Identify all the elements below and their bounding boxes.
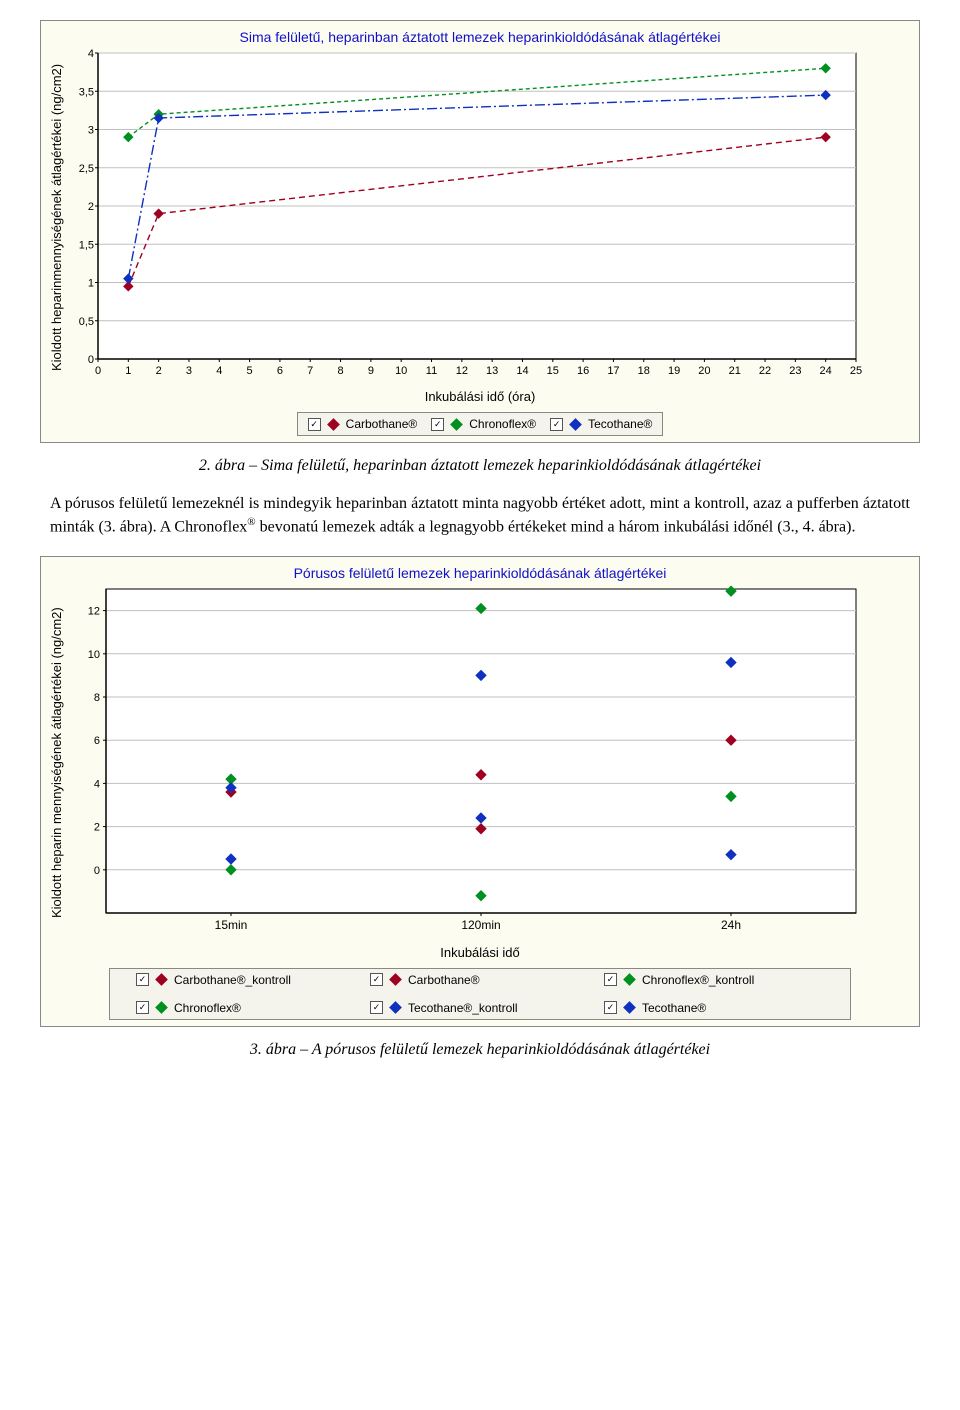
body-paragraph: A pórusos felületű lemezeknél is mindegy… bbox=[50, 493, 910, 538]
chart-2-xlabel: Inkubálási idő bbox=[47, 945, 913, 960]
figure-2-caption: 2. ábra – Sima felületű, heparinban ázta… bbox=[100, 457, 860, 475]
legend-marker-icon bbox=[450, 418, 463, 431]
svg-text:0: 0 bbox=[95, 365, 101, 377]
svg-text:10: 10 bbox=[395, 365, 407, 377]
svg-text:8: 8 bbox=[94, 692, 100, 704]
legend-item: ✓ Carbothane® bbox=[370, 973, 590, 987]
legend-item: ✓ Carbothane® bbox=[308, 417, 418, 431]
legend-label: Tecothane® bbox=[642, 1001, 706, 1015]
chart-1-container: Sima felületű, heparinban áztatott lemez… bbox=[40, 20, 920, 443]
legend-marker-icon bbox=[569, 418, 582, 431]
svg-text:24: 24 bbox=[820, 365, 832, 377]
svg-text:10: 10 bbox=[88, 648, 100, 660]
svg-text:15min: 15min bbox=[215, 918, 248, 932]
svg-text:11: 11 bbox=[426, 365, 437, 377]
legend-checkbox[interactable]: ✓ bbox=[136, 973, 149, 986]
legend-checkbox[interactable]: ✓ bbox=[308, 418, 321, 431]
chart-1-title: Sima felületű, heparinban áztatott lemez… bbox=[47, 29, 913, 45]
svg-text:18: 18 bbox=[638, 365, 650, 377]
svg-text:1: 1 bbox=[88, 278, 94, 290]
svg-text:14: 14 bbox=[516, 365, 528, 377]
legend-marker-icon bbox=[155, 973, 168, 986]
legend-label: Chronoflex® bbox=[174, 1001, 241, 1015]
chart-1-plot: 00,511,522,533,5401234567891011121314151… bbox=[66, 47, 866, 387]
paragraph-text-2: bevonatú lemezek adták a legnagyobb érté… bbox=[256, 518, 856, 535]
svg-text:2,5: 2,5 bbox=[79, 163, 94, 175]
svg-text:2: 2 bbox=[156, 365, 162, 377]
svg-text:3,5: 3,5 bbox=[79, 86, 94, 98]
legend-checkbox[interactable]: ✓ bbox=[370, 1001, 383, 1014]
svg-text:6: 6 bbox=[277, 365, 283, 377]
legend-marker-icon bbox=[389, 1001, 402, 1014]
legend-label: Chronoflex® bbox=[469, 417, 536, 431]
legend-marker-icon bbox=[327, 418, 340, 431]
registered-mark: ® bbox=[247, 516, 255, 528]
chart-2-container: Pórusos felületű lemezek heparinkioldódá… bbox=[40, 556, 920, 1027]
legend-checkbox[interactable]: ✓ bbox=[370, 973, 383, 986]
legend-item: ✓ Tecothane® bbox=[604, 1001, 824, 1015]
legend-item: ✓ Carbothane®_kontroll bbox=[136, 973, 356, 987]
chart-2-plot: 0 2 4 6 8 10 12 15min 120min 24h bbox=[66, 583, 866, 943]
chart-2-ylabel: Kioldott heparin mennyiségének átlagérté… bbox=[47, 583, 66, 943]
svg-text:0: 0 bbox=[94, 864, 100, 876]
svg-text:3: 3 bbox=[88, 125, 94, 137]
legend-label: Chronoflex®_kontroll bbox=[642, 973, 754, 987]
legend-item: ✓ Chronoflex® bbox=[136, 1001, 356, 1015]
svg-text:3: 3 bbox=[186, 365, 192, 377]
legend-checkbox[interactable]: ✓ bbox=[604, 973, 617, 986]
svg-text:16: 16 bbox=[577, 365, 589, 377]
svg-text:2: 2 bbox=[94, 821, 100, 833]
svg-text:8: 8 bbox=[337, 365, 343, 377]
svg-text:6: 6 bbox=[94, 735, 100, 747]
legend-item: ✓ Chronoflex®_kontroll bbox=[604, 973, 824, 987]
legend-marker-icon bbox=[623, 1001, 636, 1014]
chart-1-xlabel: Inkubálási idő (óra) bbox=[47, 389, 913, 404]
svg-text:21: 21 bbox=[729, 365, 741, 377]
legend-label: Carbothane®_kontroll bbox=[174, 973, 291, 987]
svg-text:12: 12 bbox=[456, 365, 468, 377]
svg-text:15: 15 bbox=[547, 365, 559, 377]
legend-label: Carbothane® bbox=[408, 973, 480, 987]
svg-text:0: 0 bbox=[88, 354, 94, 366]
chart-1-ylabel: Kioldott heparinmennyiségének átlagérték… bbox=[47, 47, 66, 387]
svg-text:17: 17 bbox=[607, 365, 619, 377]
svg-text:4: 4 bbox=[88, 48, 94, 60]
legend-marker-icon bbox=[155, 1001, 168, 1014]
legend-checkbox[interactable]: ✓ bbox=[136, 1001, 149, 1014]
svg-text:5: 5 bbox=[247, 365, 253, 377]
legend-checkbox[interactable]: ✓ bbox=[604, 1001, 617, 1014]
legend-item: ✓ Tecothane®_kontroll bbox=[370, 1001, 590, 1015]
svg-text:23: 23 bbox=[789, 365, 801, 377]
chart-2-title: Pórusos felületű lemezek heparinkioldódá… bbox=[47, 565, 913, 581]
svg-text:24h: 24h bbox=[721, 918, 741, 932]
svg-text:9: 9 bbox=[368, 365, 374, 377]
legend-item: ✓ Tecothane® bbox=[550, 417, 652, 431]
svg-text:25: 25 bbox=[850, 365, 862, 377]
svg-text:22: 22 bbox=[759, 365, 771, 377]
chart-1-legend: ✓ Carbothane® ✓ Chronoflex® ✓ Tecothane® bbox=[297, 412, 664, 436]
legend-marker-icon bbox=[389, 973, 402, 986]
legend-marker-icon bbox=[623, 973, 636, 986]
svg-text:12: 12 bbox=[88, 605, 100, 617]
svg-text:4: 4 bbox=[94, 778, 100, 790]
svg-text:19: 19 bbox=[668, 365, 680, 377]
legend-label: Carbothane® bbox=[346, 417, 418, 431]
chart-2-legend: ✓ Carbothane®_kontroll ✓ Carbothane® ✓ Chrono… bbox=[109, 968, 851, 1020]
svg-text:1,5: 1,5 bbox=[79, 239, 94, 251]
legend-checkbox[interactable]: ✓ bbox=[431, 418, 444, 431]
legend-item: ✓ Chronoflex® bbox=[431, 417, 536, 431]
legend-label: Tecothane®_kontroll bbox=[408, 1001, 518, 1015]
figure-3-caption: 3. ábra – A pórusos felületű lemezek hep… bbox=[100, 1041, 860, 1059]
svg-text:2: 2 bbox=[88, 201, 94, 213]
legend-checkbox[interactable]: ✓ bbox=[550, 418, 563, 431]
svg-text:4: 4 bbox=[216, 365, 222, 377]
svg-text:1: 1 bbox=[125, 365, 131, 377]
svg-text:0,5: 0,5 bbox=[79, 316, 94, 328]
svg-text:7: 7 bbox=[307, 365, 313, 377]
svg-text:20: 20 bbox=[698, 365, 710, 377]
svg-text:13: 13 bbox=[486, 365, 498, 377]
svg-text:120min: 120min bbox=[461, 918, 500, 932]
legend-label: Tecothane® bbox=[588, 417, 652, 431]
